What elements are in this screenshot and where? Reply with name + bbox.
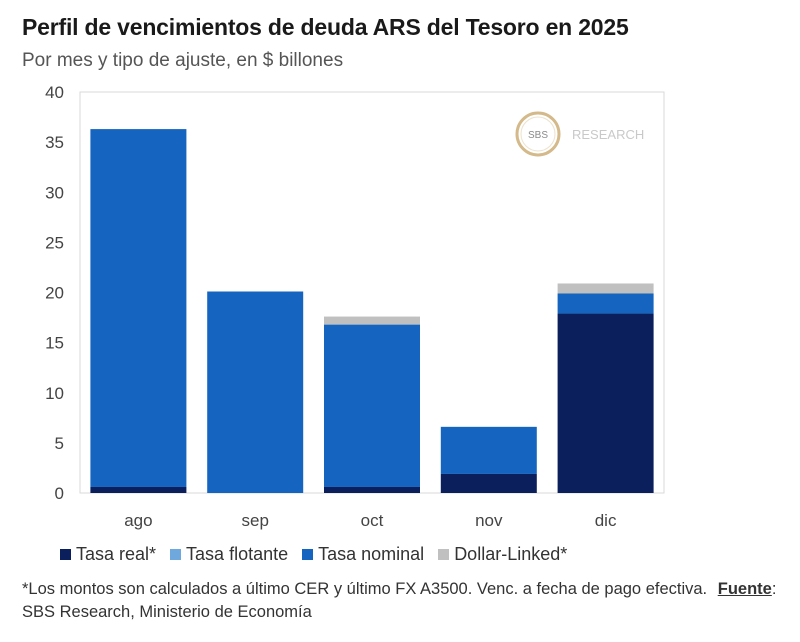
y-tick-label: 15	[45, 334, 64, 353]
chart-subtitle: Por mes y tipo de ajuste, en $ billones	[22, 50, 344, 71]
bar-oct-tasa-nominal	[324, 324, 420, 487]
bar-dic-tasa-real	[557, 313, 654, 493]
legend-label: Dollar-Linked*	[454, 544, 568, 564]
chart-legend: Tasa real* Tasa flotante Tasa nominal Dolla…	[60, 544, 581, 565]
source-label: Fuente	[717, 580, 772, 598]
legend-swatch	[60, 549, 71, 560]
bar-ago-tasa-nominal	[90, 129, 187, 487]
legend-swatch	[302, 549, 314, 560]
bar-nov-tasa-nominal	[440, 426, 537, 474]
legend-item: Tasa flotante	[170, 544, 288, 565]
y-tick-label: 5	[55, 434, 64, 453]
legend-item: Dollar-Linked*	[438, 544, 567, 565]
x-tick-label: nov	[475, 511, 503, 530]
bar-ago-tasa-real	[90, 486, 187, 493]
logo-mark-text: SBS	[528, 130, 548, 141]
bar-dic-tasa-nominal	[557, 293, 654, 314]
legend-item: Tasa real*	[60, 544, 156, 565]
x-tick-label: ago	[124, 511, 152, 530]
y-tick-label: 20	[45, 284, 64, 303]
y-tick-label: 0	[55, 484, 64, 503]
logo-research-text: RESEARCH	[572, 127, 644, 142]
legend-swatch	[438, 549, 450, 560]
legend-swatch	[170, 549, 182, 560]
legend-label: Tasa flotante	[186, 544, 289, 564]
footnote-text: *Los montos son calculados a último CER …	[22, 580, 708, 598]
y-tick-label: 10	[45, 384, 64, 403]
bar-oct-tasa-real	[324, 486, 420, 493]
x-tick-label: sep	[241, 511, 268, 530]
x-tick-label: dic	[595, 511, 617, 530]
bar-dic-dollar-linked	[557, 283, 654, 294]
legend-label: Tasa real*	[76, 544, 157, 564]
y-tick-label: 40	[45, 83, 64, 102]
footnote: *Los montos son calculados a último CER …	[22, 578, 782, 624]
sbs-research-logo: SBS RESEARCH	[515, 111, 644, 157]
x-tick-label: oct	[361, 511, 384, 530]
bar-nov-tasa-real	[440, 473, 537, 493]
source-text: : SBS Research, Ministerio de Economía	[22, 580, 777, 621]
legend-item: Tasa nominal	[302, 544, 424, 565]
bar-oct-dollar-linked	[324, 316, 420, 325]
y-tick-label: 25	[45, 233, 64, 252]
chart-title: Perfil de vencimientos de deuda ARS del …	[22, 14, 629, 40]
bar-sep-tasa-nominal	[207, 291, 304, 493]
y-tick-label: 30	[45, 183, 64, 202]
legend-label: Tasa nominal	[318, 544, 425, 564]
y-tick-label: 35	[45, 133, 64, 152]
